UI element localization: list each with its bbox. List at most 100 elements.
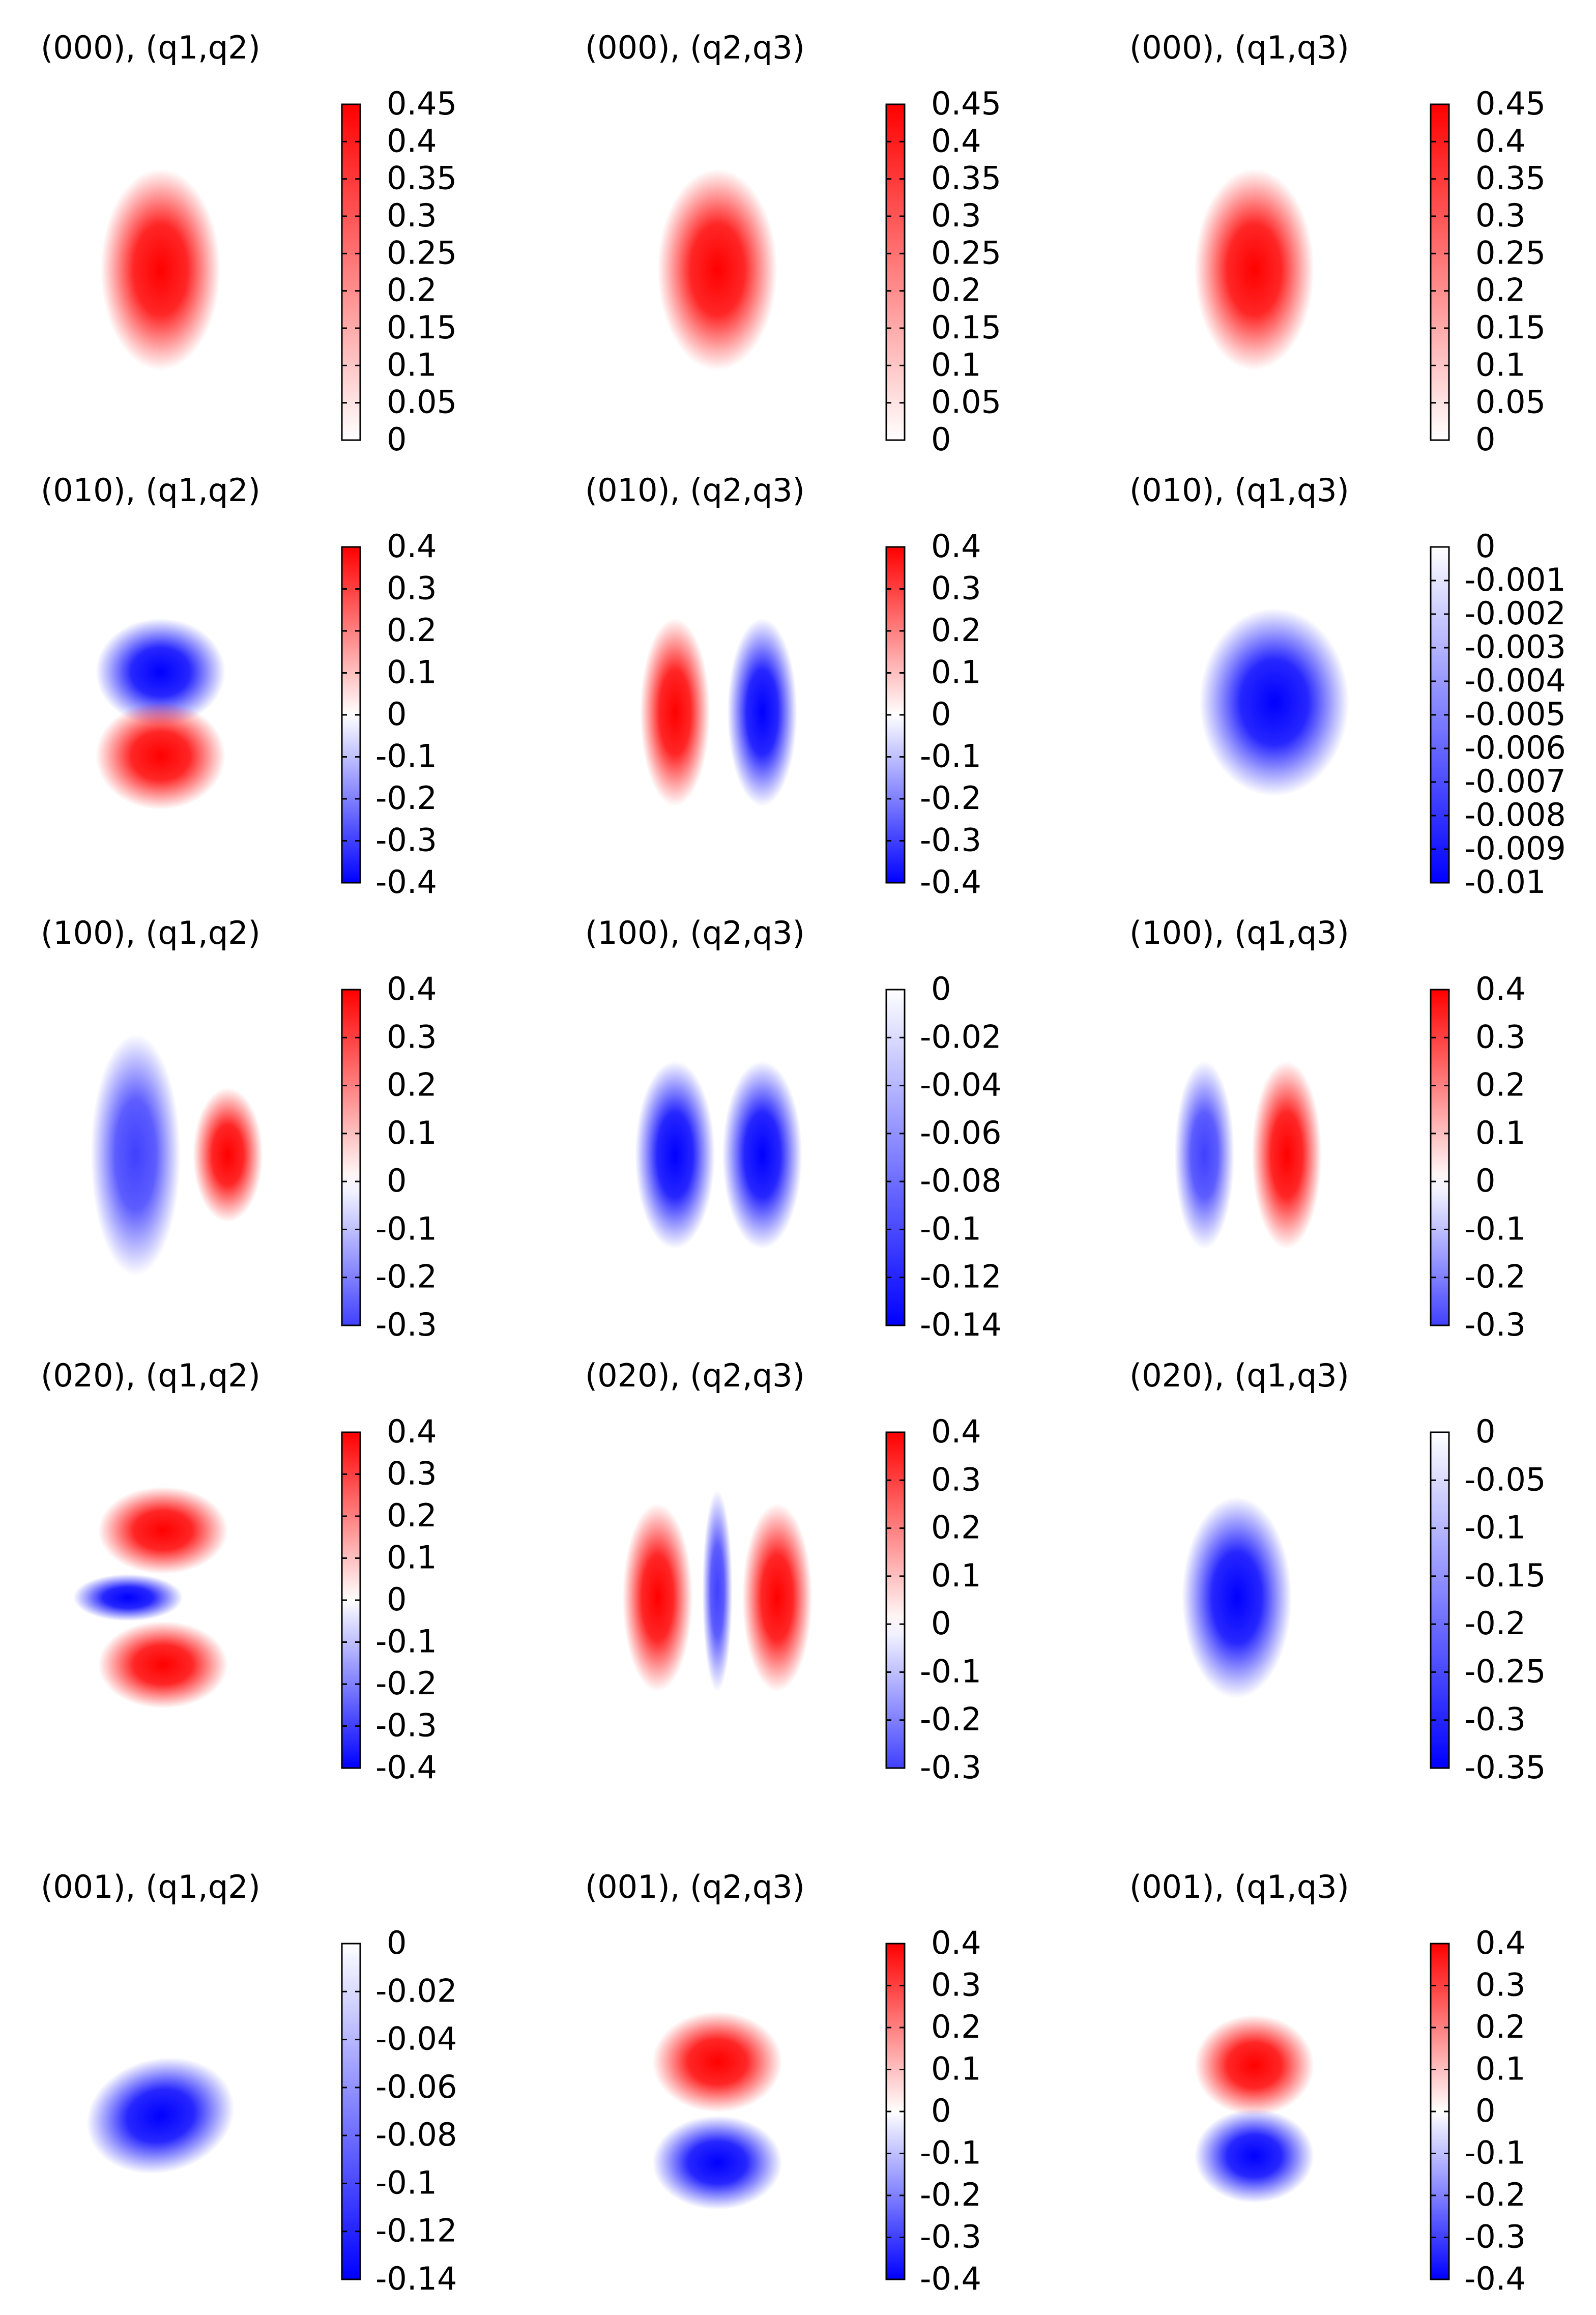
colorbar-tick-label: -0.3 xyxy=(1464,2218,1526,2255)
panel-title: (010), (q1,q2) xyxy=(41,472,260,509)
colorbar-tick-label: -0.3 xyxy=(375,1306,437,1343)
colorbar-tick-label: 0 xyxy=(1475,421,1495,458)
heatmap-panel: (020), (q2,q3) 0.4 0.3 0.2 0.1 0 -0.1 -0.2 -0.3 xyxy=(585,1357,981,1786)
negative-lobe xyxy=(1199,608,1349,796)
negative-lobe xyxy=(702,1490,733,1692)
colorbar-tick-label: -0.05 xyxy=(1464,1461,1546,1498)
colorbar-tick-label: 0.2 xyxy=(931,612,981,649)
colorbar-tick-label: -0.08 xyxy=(920,1162,1001,1199)
colorbar-tick-label: 0.35 xyxy=(387,160,457,197)
colorbar-tick-label: 0.3 xyxy=(387,1018,437,1055)
colorbar: 0.4 0.3 0.2 0.1 0 -0.1 -0.2 -0.3 -0.4 xyxy=(341,528,437,901)
heatmap-panel: (000), (q1,q2)0.450.40.350.30.250.20.150… xyxy=(41,29,457,458)
heatmap-area xyxy=(622,1490,812,1692)
colorbar-gradient xyxy=(1430,103,1450,441)
colorbar-tick-label: 0.1 xyxy=(387,1539,437,1576)
colorbar-tick-label: 0 xyxy=(931,970,951,1007)
colorbar-tick-label: 0.4 xyxy=(1475,122,1526,159)
colorbar-tick-label: 0.4 xyxy=(931,122,981,159)
colorbar-tick-label: 0 xyxy=(387,421,407,458)
negative-lobe xyxy=(1194,2109,1314,2203)
heatmap-area xyxy=(640,618,797,806)
positive-lobe xyxy=(657,169,777,370)
colorbar-tick-label: -0.3 xyxy=(1464,1306,1526,1343)
colorbar-tick-label: 0 xyxy=(387,1581,407,1618)
colorbar-tick-label: -0.1 xyxy=(1464,1210,1526,1247)
colorbar-tick-label: 0.3 xyxy=(1475,1966,1526,2004)
positive-lobe xyxy=(98,1487,228,1574)
colorbar-tick-label: -0.2 xyxy=(1464,1605,1526,1642)
panel-title: (001), (q1,q3) xyxy=(1129,1868,1349,1905)
negative-lobe xyxy=(635,1061,715,1249)
colorbar-tick-label: 0.3 xyxy=(931,197,981,234)
positive-lobe xyxy=(96,702,225,810)
colorbar-tick-label: 0.25 xyxy=(931,234,1001,271)
colorbar-tick-label: -0.2 xyxy=(920,1701,981,1738)
colorbar-tick-label: 0.4 xyxy=(931,528,981,565)
colorbar-tick-label: -0.1 xyxy=(375,738,437,775)
colorbar-tick-label: -0.4 xyxy=(920,863,981,901)
colorbar-tick-label: -0.001 xyxy=(1464,561,1566,598)
colorbar-tick-label: 0.2 xyxy=(387,1066,437,1104)
colorbar-tick-label: 0.1 xyxy=(931,346,981,383)
colorbar-tick-label: 0.2 xyxy=(387,1497,437,1534)
negative-lobe xyxy=(722,1061,802,1249)
positive-lobe xyxy=(1194,169,1314,370)
colorbar-tick-label: -0.009 xyxy=(1464,830,1566,867)
negative-lobe xyxy=(1182,1497,1292,1698)
colorbar-tick-label: 0.15 xyxy=(387,309,457,346)
colorbar-tick-label: -0.1 xyxy=(920,2134,981,2172)
negative-lobe xyxy=(91,1034,181,1276)
heatmap-area xyxy=(635,1061,802,1249)
colorbar-gradient xyxy=(885,989,906,1326)
colorbar-gradient xyxy=(1430,989,1450,1326)
colorbar-tick-label: -0.1 xyxy=(1464,1509,1526,1546)
heatmap-panel: (001), (q1,q2) 0 -0.02 -0.04 -0.06 -0.08 -0.1 -… xyxy=(41,1868,457,2297)
heatmap-panel: (020), (q1,q2) 0.4 0.3 0.2 0.1 0 -0.1 -0.2 -0.3 -… xyxy=(41,1357,437,1786)
heatmap-area xyxy=(1174,1061,1322,1249)
heatmap-panel: (010), (q1,q2) 0.4 0.3 0.2 0.1 0 -0.1 -0.2 -0.3 -… xyxy=(41,472,437,901)
colorbar: 0 -0.05 -0.1 -0.15 -0.2 -0.25 -0.3 -0.35 xyxy=(1430,1413,1546,1786)
colorbar: 0.450.40.350.30.250.20.150.10.050 xyxy=(1430,85,1546,458)
colorbar-tick-label: 0.15 xyxy=(931,309,1001,346)
colorbar-tick-label: 0.2 xyxy=(1475,1066,1526,1104)
colorbar: 0.450.40.350.30.250.20.150.10.050 xyxy=(885,85,1001,458)
colorbar-tick-label: -0.04 xyxy=(375,2020,457,2058)
colorbar-tick-label: -0.007 xyxy=(1464,763,1566,800)
colorbar-tick-label: 0.3 xyxy=(931,570,981,607)
colorbar-tick-label: 0.3 xyxy=(387,197,437,234)
colorbar-tick-label: 0.1 xyxy=(931,2050,981,2088)
colorbar-tick-label: 0.4 xyxy=(931,1924,981,1961)
colorbar-tick-label: 0 xyxy=(931,421,951,458)
heatmap-area xyxy=(73,1487,228,1709)
colorbar-tick-label: -0.3 xyxy=(375,822,437,859)
colorbar-tick-label: -0.25 xyxy=(1464,1653,1546,1690)
heatmap-panel: (001), (q1,q3) 0.4 0.3 0.2 0.1 0 -0.1 -0.2 -0.3 -… xyxy=(1129,1868,1526,2297)
colorbar-tick-label: 0.1 xyxy=(387,346,437,383)
colorbar-tick-label: 0.3 xyxy=(1475,197,1526,234)
panel-title: (001), (q2,q3) xyxy=(585,1868,805,1905)
colorbar: 0.4 0.3 0.2 0.1 0 -0.1 -0.2 -0.3 xyxy=(885,1413,981,1786)
colorbar-tick-label: 0.1 xyxy=(387,1114,437,1151)
heatmap-panel: (000), (q2,q3)0.450.40.350.30.250.20.150… xyxy=(585,29,1001,458)
colorbar-tick-label: 0.3 xyxy=(931,1461,981,1498)
colorbar-tick-label: -0.3 xyxy=(920,2218,981,2255)
colorbar-tick-label: 0.1 xyxy=(931,654,981,691)
colorbar-tick-label: 0.05 xyxy=(931,384,1001,421)
positive-lobe xyxy=(622,1503,692,1692)
colorbar-tick-label: -0.06 xyxy=(375,2068,457,2105)
colorbar-tick-label: -0.02 xyxy=(375,1972,457,2009)
colorbar-tick-label: -0.12 xyxy=(920,1258,1001,1295)
colorbar-tick-label: -0.1 xyxy=(375,1623,437,1660)
colorbar-tick-label: 0.4 xyxy=(387,122,437,159)
colorbar-tick-label: -0.2 xyxy=(375,779,437,817)
colorbar-gradient xyxy=(885,103,906,441)
heatmap-area xyxy=(1194,2015,1314,2203)
colorbar-gradient xyxy=(885,1431,906,1769)
colorbar-tick-label: 0.2 xyxy=(1475,272,1526,309)
colorbar-tick-label: -0.3 xyxy=(920,822,981,859)
colorbar-tick-label: 0.1 xyxy=(1475,346,1526,383)
panel-title: (010), (q1,q3) xyxy=(1129,472,1349,509)
colorbar-tick-label: 0 xyxy=(1475,1162,1495,1199)
